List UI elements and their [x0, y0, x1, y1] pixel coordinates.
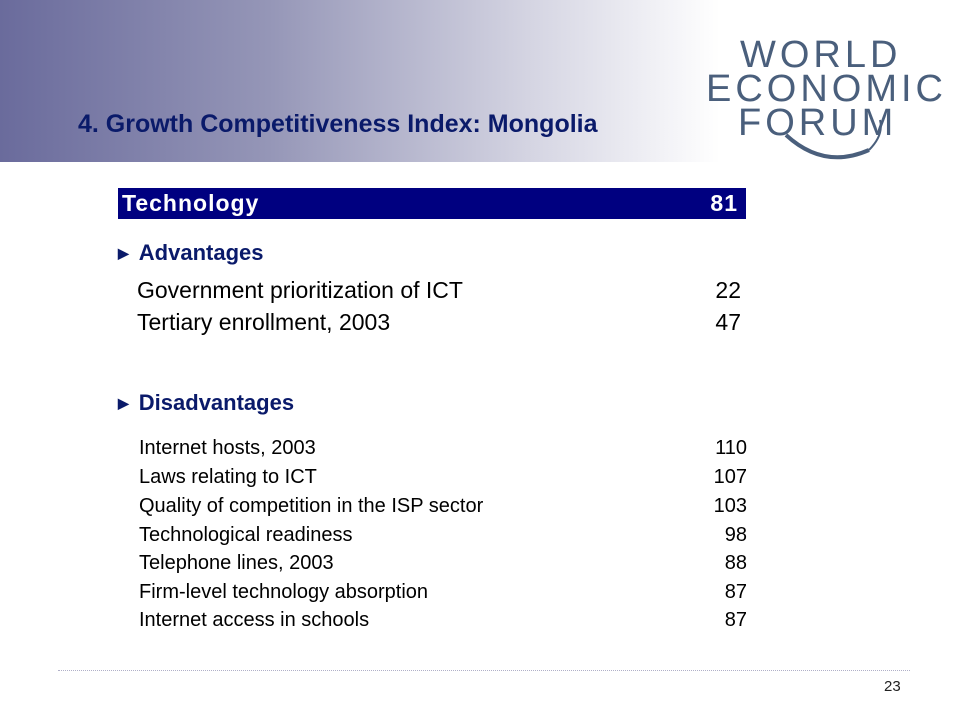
wef-logo: WORLD ECONOMIC FORUM [704, 30, 943, 165]
list-item: Government prioritization of ICT 22 [137, 277, 741, 307]
item-value: 107 [713, 466, 747, 488]
item-value: 103 [713, 495, 747, 517]
item-label: Telephone lines, 2003 [139, 552, 334, 574]
item-value: 98 [724, 524, 747, 546]
logo-forum: FORUM [738, 102, 898, 144]
list-item: Internet access in schools 87 [139, 609, 747, 638]
advantages-heading-label: Advantages [138, 240, 264, 265]
item-label: Tertiary enrollment, 2003 [137, 309, 391, 335]
page-number: 23 [884, 678, 901, 695]
list-item: Tertiary enrollment, 2003 47 [137, 309, 741, 339]
header-band [0, 0, 960, 162]
item-value: 88 [724, 552, 747, 574]
technology-rank: 81 [710, 190, 738, 216]
item-label: Internet hosts, 2003 [139, 437, 316, 459]
advantages-heading: ▶ Advantages [118, 240, 264, 266]
item-value: 110 [715, 437, 747, 459]
disadvantages-heading: ▶ Disadvantages [118, 390, 294, 416]
item-value: 47 [715, 309, 741, 335]
list-item: Technological readiness 98 [139, 524, 747, 553]
item-label: Firm-level technology absorption [139, 581, 429, 603]
slide-title: 4. Growth Competitiveness Index: Mongoli… [78, 110, 598, 138]
technology-bar: Technology 81 [118, 188, 746, 219]
list-item: Internet hosts, 2003 110 [139, 437, 747, 466]
item-label: Government prioritization of ICT [137, 277, 463, 303]
item-label: Internet access in schools [139, 609, 370, 631]
logo-economic: ECONOMIC [706, 68, 947, 110]
item-label: Laws relating to ICT [139, 466, 317, 488]
item-label: Technological readiness [139, 524, 353, 546]
arrow-right-icon: ▶ [118, 394, 129, 411]
list-item: Laws relating to ICT 107 [139, 466, 747, 495]
logo-world: WORLD [740, 34, 902, 76]
arrow-right-icon: ▶ [118, 244, 129, 261]
item-label: Quality of competition in the ISP sector [139, 495, 484, 517]
item-value: 87 [724, 609, 747, 631]
technology-label: Technology [122, 190, 260, 216]
item-value: 22 [715, 277, 741, 303]
footer-divider [58, 670, 910, 671]
list-item: Telephone lines, 2003 88 [139, 552, 747, 581]
list-item: Quality of competition in the ISP sector… [139, 495, 747, 524]
disadvantages-heading-label: Disadvantages [138, 390, 295, 415]
list-item: Firm-level technology absorption 87 [139, 581, 747, 610]
item-value: 87 [724, 581, 747, 603]
logo-arc-icon [784, 119, 882, 160]
